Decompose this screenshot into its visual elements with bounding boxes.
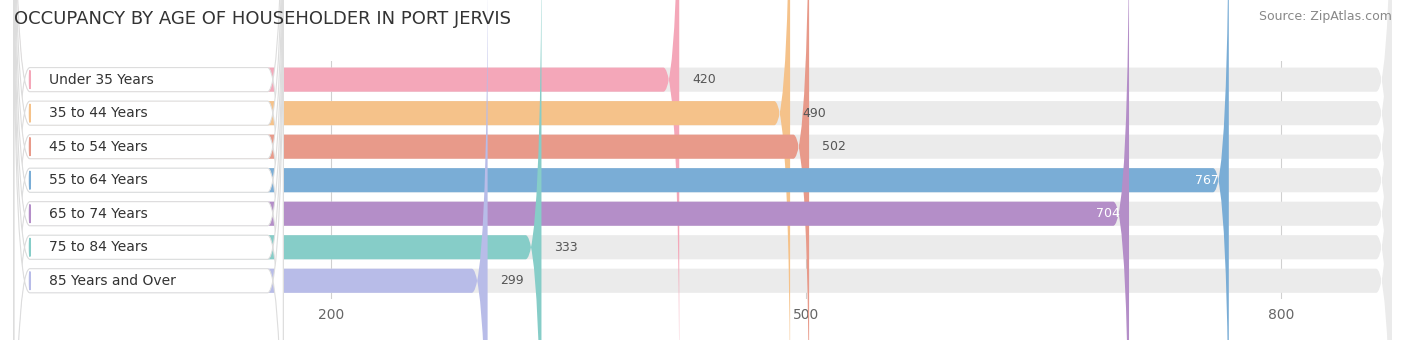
Text: 502: 502 <box>821 140 845 153</box>
FancyBboxPatch shape <box>14 0 808 340</box>
Text: 704: 704 <box>1095 207 1119 220</box>
FancyBboxPatch shape <box>14 0 283 340</box>
FancyBboxPatch shape <box>14 0 283 340</box>
Text: 333: 333 <box>554 241 578 254</box>
Text: 35 to 44 Years: 35 to 44 Years <box>49 106 148 120</box>
FancyBboxPatch shape <box>14 0 1392 340</box>
FancyBboxPatch shape <box>14 0 1229 340</box>
FancyBboxPatch shape <box>14 0 1392 340</box>
Text: 490: 490 <box>803 107 827 120</box>
FancyBboxPatch shape <box>14 0 283 340</box>
FancyBboxPatch shape <box>14 0 1392 340</box>
Text: Source: ZipAtlas.com: Source: ZipAtlas.com <box>1258 10 1392 23</box>
Text: 65 to 74 Years: 65 to 74 Years <box>49 207 148 221</box>
FancyBboxPatch shape <box>14 0 283 340</box>
FancyBboxPatch shape <box>14 0 679 340</box>
FancyBboxPatch shape <box>14 0 283 340</box>
FancyBboxPatch shape <box>14 0 283 340</box>
FancyBboxPatch shape <box>14 0 541 340</box>
Text: 55 to 64 Years: 55 to 64 Years <box>49 173 148 187</box>
Text: OCCUPANCY BY AGE OF HOUSEHOLDER IN PORT JERVIS: OCCUPANCY BY AGE OF HOUSEHOLDER IN PORT … <box>14 10 510 28</box>
Text: 45 to 54 Years: 45 to 54 Years <box>49 140 148 154</box>
Text: 767: 767 <box>1195 174 1219 187</box>
Text: Under 35 Years: Under 35 Years <box>49 73 153 87</box>
Text: 75 to 84 Years: 75 to 84 Years <box>49 240 148 254</box>
Text: 299: 299 <box>501 274 524 287</box>
FancyBboxPatch shape <box>14 0 1392 340</box>
FancyBboxPatch shape <box>14 0 488 340</box>
FancyBboxPatch shape <box>14 0 1129 340</box>
FancyBboxPatch shape <box>14 0 1392 340</box>
FancyBboxPatch shape <box>14 0 790 340</box>
Text: 85 Years and Over: 85 Years and Over <box>49 274 176 288</box>
FancyBboxPatch shape <box>14 0 1392 340</box>
Text: 420: 420 <box>692 73 716 86</box>
FancyBboxPatch shape <box>14 0 1392 340</box>
FancyBboxPatch shape <box>14 0 283 340</box>
